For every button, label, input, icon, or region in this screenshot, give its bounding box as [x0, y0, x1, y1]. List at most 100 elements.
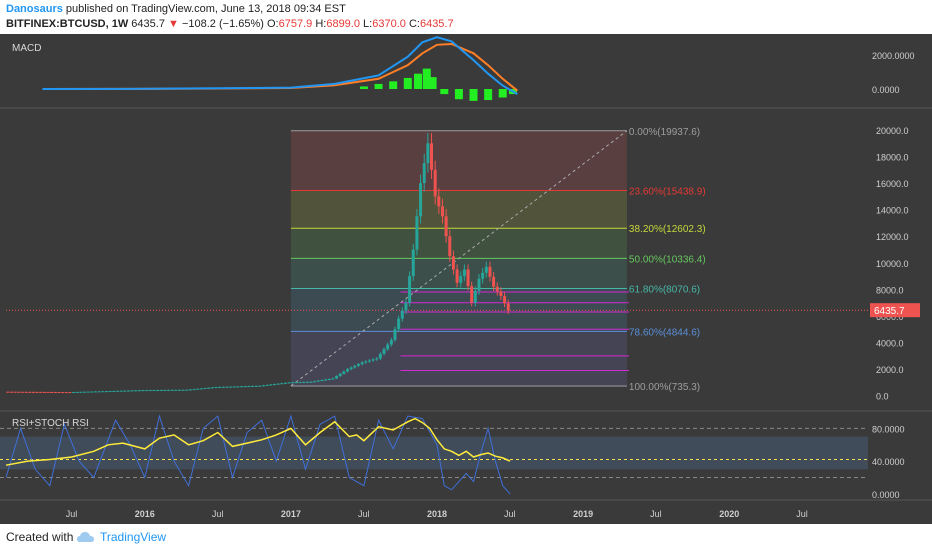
candle-body	[393, 329, 397, 340]
open-label: O:	[266, 18, 279, 30]
candle-body	[46, 391, 50, 393]
rsi-title: RSI+STOCH RSI	[12, 418, 89, 429]
candle-body	[484, 266, 488, 273]
x-axis-tick: Jul	[212, 509, 224, 519]
chart-area[interactable]: MACD 2000.0000 0.0000 0.00%(19937.6) 23.60%(…	[0, 34, 932, 524]
high-value: 6899.0	[326, 18, 360, 30]
candle-body	[181, 389, 185, 391]
candle-body	[75, 391, 79, 393]
candle-body	[353, 365, 357, 368]
candle-body	[309, 381, 313, 383]
candle-body	[386, 344, 390, 350]
trend-diagonal	[290, 130, 628, 387]
candle-body	[177, 389, 181, 391]
author-link[interactable]: Danosaurs	[6, 3, 63, 15]
candle-body	[287, 382, 291, 384]
candle-body	[448, 236, 452, 257]
candle-body	[367, 360, 371, 362]
candle-body	[371, 359, 375, 361]
candle-body	[346, 369, 350, 372]
close-label: C:	[408, 18, 420, 30]
candle-body	[437, 196, 441, 207]
candle-body	[240, 386, 244, 388]
candle-body	[262, 385, 266, 387]
candle-body	[79, 391, 83, 393]
candle-body	[207, 387, 211, 389]
candle-body	[462, 269, 466, 277]
price-y-tick: 8000.0	[876, 285, 904, 295]
candle-body	[375, 358, 379, 360]
candle-body	[499, 291, 503, 297]
candle-body	[258, 385, 262, 387]
candle-body	[156, 389, 160, 391]
candle-body	[130, 390, 134, 392]
macd-hist-bar	[469, 89, 478, 101]
candle-body	[196, 388, 200, 390]
ohlc-line: BITFINEX:BTCUSD, 1W 6435.7 ▼ −108.2 (−1.…	[6, 18, 454, 30]
candle-body	[218, 386, 222, 388]
candle-body	[210, 387, 214, 389]
rsi-line	[5, 417, 511, 466]
publish-line: Danosaurs published on TradingView.com, …	[6, 3, 346, 15]
fib-band	[290, 130, 627, 191]
candle-body	[459, 276, 463, 283]
fib-label: 0.00%(19937.6)	[629, 127, 700, 138]
price-y-tick: 4000.0	[876, 339, 904, 349]
candle-body	[112, 390, 116, 392]
candle-body	[320, 380, 324, 382]
macd-y-tick: 0.0000	[872, 85, 900, 95]
chart-header: Danosaurs published on TradingView.com, …	[0, 0, 932, 34]
candle-body	[430, 143, 434, 170]
candle-body	[506, 303, 510, 311]
candle-body	[247, 386, 251, 388]
fib-band	[290, 258, 627, 289]
close-value: 6435.7	[419, 18, 454, 30]
candle-body	[335, 376, 339, 379]
candle-body	[342, 371, 346, 374]
macd-hist-bar	[414, 73, 423, 89]
tradingview-cloud-icon	[77, 532, 94, 542]
candle-body	[364, 361, 368, 363]
x-axis-tick: Jul	[796, 509, 808, 519]
macd-hist-bar	[428, 77, 437, 89]
candle-body	[298, 382, 302, 384]
x-axis-tick: 2020	[719, 509, 739, 519]
chart-svg[interactable]: MACD 2000.0000 0.0000 0.00%(19937.6) 23.60%(…	[0, 34, 932, 524]
candle-body	[397, 318, 401, 330]
candle-body	[389, 339, 393, 345]
footer: Created with TradingView	[0, 524, 932, 550]
last-price: 6435.7	[131, 18, 165, 30]
x-axis-tick: Jul	[66, 509, 78, 519]
candle-body	[24, 391, 28, 393]
candle-body	[466, 269, 470, 287]
candle-body	[338, 373, 342, 377]
candle-body	[232, 386, 236, 388]
down-arrow-icon: ▼	[168, 18, 179, 30]
candle-body	[404, 302, 408, 311]
fib-label: 61.80%(8070.6)	[629, 284, 700, 295]
candle-body	[360, 362, 364, 365]
candle-body	[39, 391, 43, 393]
candle-body	[316, 380, 320, 382]
candle-body	[167, 389, 171, 391]
last-price-badge-text: 6435.7	[874, 306, 905, 317]
candle-body	[90, 391, 94, 393]
tradingview-brand-link[interactable]: TradingView	[100, 530, 167, 544]
macd-hist-bar	[484, 89, 493, 101]
x-axis-tick: 2019	[573, 509, 593, 519]
rsi-y-tick: 0.0000	[872, 490, 900, 500]
fib-label: 38.20%(12602.3)	[629, 224, 706, 235]
candle-body	[185, 389, 189, 391]
fib-band	[290, 190, 627, 229]
candle-body	[119, 390, 123, 392]
candle-body	[9, 391, 13, 393]
candle-body	[17, 391, 21, 393]
candle-body	[137, 390, 141, 392]
macd-hist-bar	[422, 68, 431, 89]
candle-body	[170, 389, 174, 391]
candle-body	[93, 391, 97, 393]
candle-body	[313, 381, 317, 383]
macd-y-tick: 2000.0000	[872, 51, 915, 61]
candle-body	[265, 384, 269, 386]
candle-body	[141, 390, 145, 392]
